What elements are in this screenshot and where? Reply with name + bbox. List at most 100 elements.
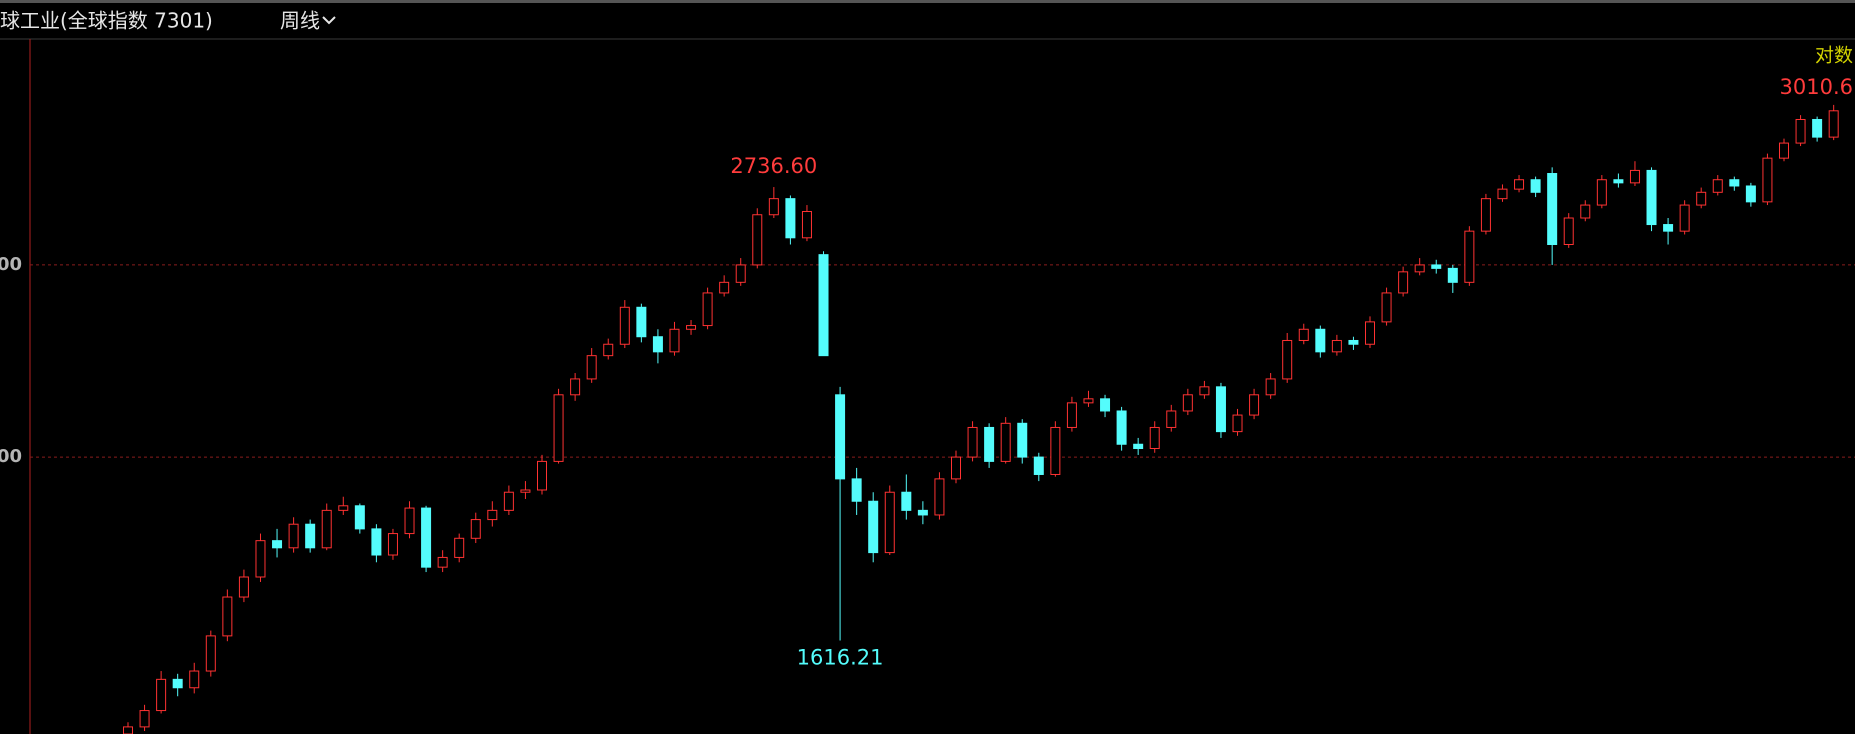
candle-body: [735, 264, 746, 283]
candle-body: [1100, 398, 1111, 412]
candle-body: [1017, 422, 1028, 458]
candle-body: [139, 710, 150, 728]
candle-body: [1613, 179, 1624, 184]
candle-body: [1596, 179, 1607, 206]
candle-body: [1629, 169, 1640, 184]
candle-body: [1712, 179, 1723, 193]
candle-body: [454, 537, 465, 558]
candle-body: [818, 254, 829, 357]
candle-body: [1066, 402, 1077, 428]
candle-body: [1398, 271, 1409, 294]
candle-body: [1828, 110, 1839, 138]
candle-body: [421, 507, 432, 568]
candle-body: [934, 478, 945, 516]
candle-body: [1315, 328, 1326, 353]
scale-mode[interactable]: 对数: [1815, 45, 1853, 67]
candle-body: [1696, 191, 1707, 206]
candle-body: [570, 378, 581, 396]
candle-body: [686, 325, 697, 330]
candle-body: [1414, 264, 1425, 273]
candle-body: [636, 306, 647, 338]
candle-body: [238, 576, 249, 598]
candle-body: [288, 523, 299, 549]
extreme-label: 3010.6: [1780, 75, 1853, 99]
candle-body: [603, 343, 614, 357]
candle-body: [189, 670, 200, 689]
candle-body: [1745, 185, 1756, 203]
candle-body: [884, 491, 895, 554]
candle-body: [123, 726, 133, 734]
candle-body: [1447, 267, 1458, 283]
candle-body: [1729, 179, 1740, 187]
candle-body: [487, 509, 498, 521]
candle-body: [951, 456, 961, 480]
candle-body: [537, 460, 547, 491]
candle-body: [652, 336, 663, 353]
candle-body: [1563, 217, 1574, 246]
candle-body: [1812, 118, 1823, 138]
candle-body: [1182, 394, 1193, 412]
y-tick-label: 2000: [0, 446, 22, 467]
plot-area: 2000 2500 2736.60 1616.21 3010.6: [0, 75, 1855, 734]
candle-body: [470, 519, 481, 539]
candle-body: [553, 394, 564, 462]
candle-body: [437, 556, 448, 568]
dropdown-chevron[interactable]: [322, 16, 336, 25]
candle-body: [404, 507, 415, 535]
candle-body: [1133, 443, 1144, 450]
candle-body: [1050, 426, 1061, 475]
candle-body: [1331, 339, 1342, 353]
instrument-title: 球工业(全球指数 7301): [0, 9, 213, 33]
candle-body: [1779, 142, 1789, 159]
candle-body: [1199, 386, 1210, 396]
candle-body: [1547, 173, 1558, 246]
candle-body: [222, 596, 233, 637]
candle-body: [503, 491, 514, 511]
candle-body: [851, 478, 862, 502]
candle-body: [1762, 157, 1773, 203]
candle-body: [868, 500, 879, 554]
candle-body: [387, 533, 398, 556]
candle-body: [1249, 394, 1260, 416]
candle-body: [752, 214, 763, 266]
candle-body: [1514, 179, 1525, 190]
candle-body: [702, 292, 713, 327]
candle-body: [768, 198, 779, 216]
candle-body: [835, 394, 846, 480]
candle-body: [1265, 378, 1276, 396]
candle-body: [1663, 224, 1674, 232]
candle-body: [1116, 410, 1127, 445]
candle-body: [1646, 169, 1657, 226]
candle-body: [1464, 230, 1475, 283]
candle-body: [172, 678, 183, 689]
candle-body: [1348, 339, 1359, 345]
candle-body: [205, 635, 216, 672]
extreme-label: 1616.21: [797, 646, 884, 670]
y-tick-label: 2500: [0, 254, 22, 275]
candle-body: [1033, 456, 1044, 475]
candle-body: [1431, 264, 1442, 269]
candle-body: [1365, 321, 1375, 345]
candle-body: [801, 211, 812, 239]
candle-body: [917, 509, 928, 516]
candle-body: [1298, 328, 1309, 341]
candle-body: [1166, 410, 1177, 428]
candle-body: [272, 540, 283, 549]
candle-body: [1000, 422, 1011, 462]
candle-body: [619, 306, 630, 345]
candle-body: [669, 328, 680, 353]
candle-body: [338, 505, 349, 511]
candle-body: [1795, 118, 1806, 144]
candle-body: [1232, 414, 1243, 433]
candle-body: [785, 198, 796, 239]
candle-body: [719, 281, 730, 294]
period-selector[interactable]: 周线: [280, 9, 320, 33]
candle-body: [984, 426, 995, 462]
candle-body: [1497, 188, 1508, 200]
candle-body: [156, 678, 167, 712]
candle-body: [1083, 398, 1094, 404]
candle-body: [1282, 339, 1293, 380]
candle-body: [1480, 198, 1491, 232]
candle-body: [321, 509, 332, 549]
